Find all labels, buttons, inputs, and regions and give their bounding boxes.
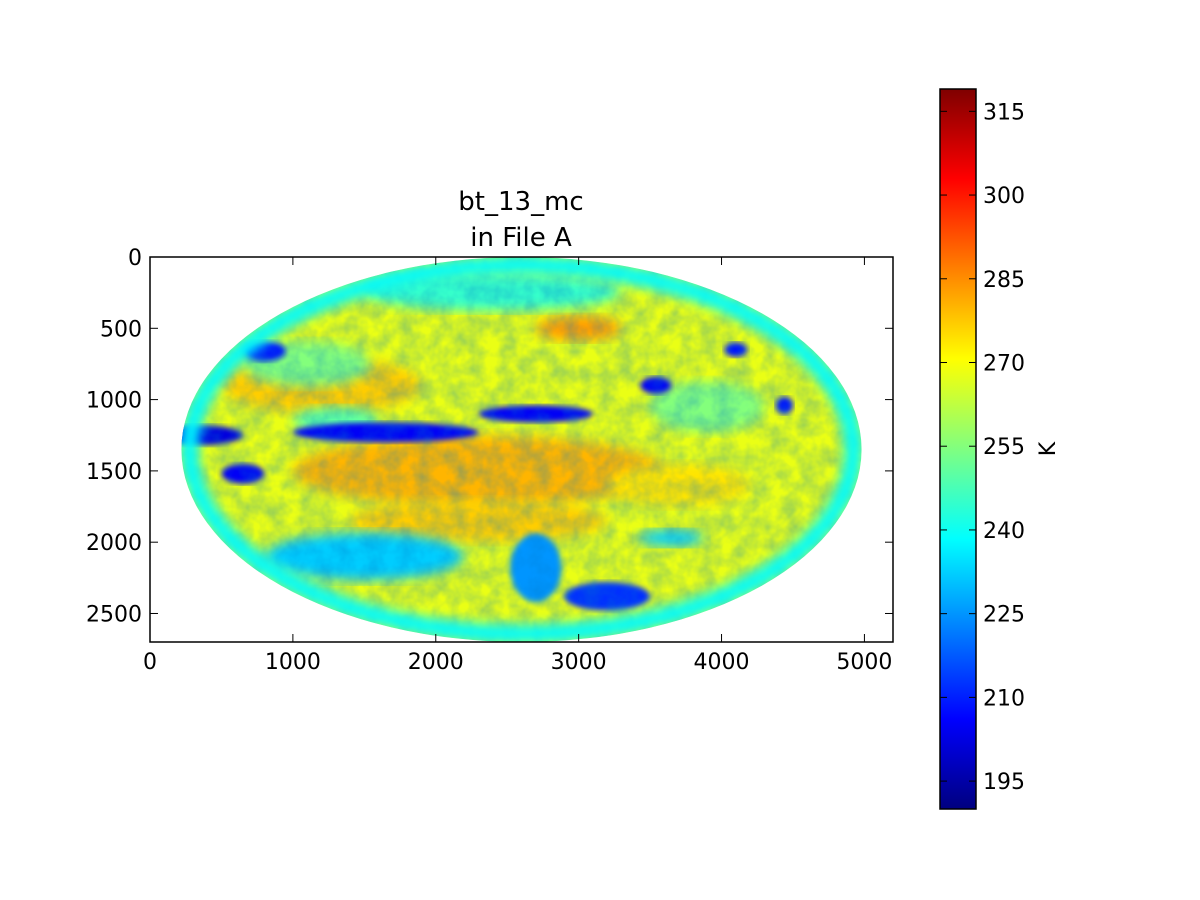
y-tick-label: 500 bbox=[100, 317, 142, 342]
earth-disk bbox=[181, 257, 862, 642]
y-tick-label: 1000 bbox=[86, 389, 142, 414]
x-tick-label: 5000 bbox=[836, 650, 892, 675]
x-tick-label: 1000 bbox=[265, 650, 321, 675]
y-axis: 0 500 1000 1500 2000 2500 bbox=[86, 246, 893, 627]
x-tick-label: 4000 bbox=[694, 650, 750, 675]
colorbar-label: K bbox=[1036, 441, 1061, 456]
colorbar-tick-label: 300 bbox=[983, 184, 1025, 209]
axes-frame bbox=[149, 256, 894, 643]
x-axis: 0 1000 2000 3000 4000 5000 bbox=[143, 257, 892, 675]
y-tick-label: 1500 bbox=[86, 460, 142, 485]
x-tick-label: 0 bbox=[143, 650, 157, 675]
colorbar-tick-label: 270 bbox=[983, 351, 1025, 376]
colorbar-tick-label: 240 bbox=[983, 519, 1025, 544]
y-tick-label: 2500 bbox=[86, 602, 142, 627]
y-tick-label: 0 bbox=[128, 246, 142, 271]
plot-area: 0 1000 2000 3000 4000 5000 0 500 1000 1500 2000 25… bbox=[86, 246, 894, 675]
x-tick-label: 3000 bbox=[551, 650, 607, 675]
colorbar-tick-label: 225 bbox=[983, 603, 1025, 628]
y-tick-label: 2000 bbox=[86, 531, 142, 556]
chart-subtitle: in File A bbox=[470, 223, 572, 253]
colorbar-tick-label: 285 bbox=[983, 268, 1025, 293]
colorbar-tick-label: 315 bbox=[983, 100, 1025, 125]
colorbar-tick-label: 255 bbox=[983, 435, 1025, 460]
colorbar-scale bbox=[939, 88, 977, 810]
colorbar-tick-label: 195 bbox=[983, 770, 1025, 795]
colorbar-tick-label: 210 bbox=[983, 686, 1025, 711]
x-tick-label: 2000 bbox=[408, 650, 464, 675]
chart-title: bt_13_mc bbox=[458, 187, 583, 217]
colorbar-ticks: 195 210 225 240 255 270 285 300 315 bbox=[940, 100, 1025, 795]
disk-limb bbox=[181, 257, 862, 642]
colorbar: 195 210 225 240 255 270 285 300 315 K bbox=[939, 88, 1061, 810]
